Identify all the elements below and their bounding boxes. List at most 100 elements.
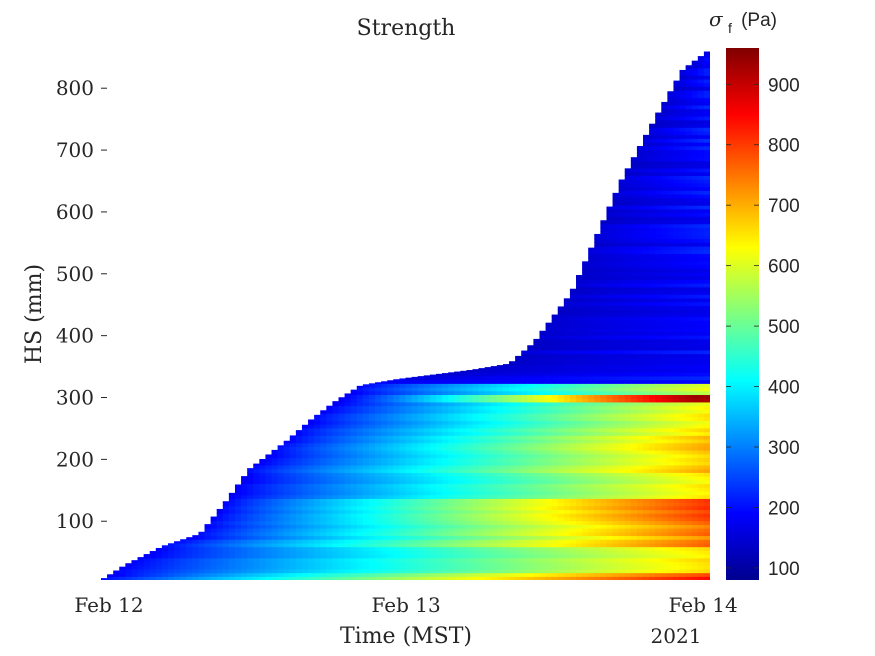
heatmap-cell [576, 275, 583, 277]
heatmap-cell [606, 320, 614, 325]
heatmap-cell [186, 557, 193, 563]
heatmap-cell [661, 453, 668, 459]
heatmap-cell [630, 286, 638, 292]
heatmap-cell [149, 554, 157, 559]
heatmap-cell [630, 542, 638, 548]
heatmap-cell [624, 539, 632, 544]
heatmap-cell [460, 457, 467, 462]
heatmap-cell [204, 535, 212, 540]
heatmap-cell [228, 492, 236, 496]
heatmap-cell [314, 572, 321, 577]
heatmap-cell [362, 468, 370, 473]
heatmap-cell [241, 513, 248, 518]
heatmap-cell [515, 464, 522, 470]
heatmap-cell [527, 576, 534, 580]
heatmap-cell [399, 390, 407, 396]
heatmap-cell [515, 539, 522, 544]
heatmap-cell [375, 431, 382, 436]
heatmap-cell [143, 557, 151, 563]
heatmap-cell [618, 219, 626, 225]
heatmap-cell [423, 383, 431, 388]
heatmap-cell [283, 502, 291, 507]
heatmap-cell [515, 409, 522, 414]
heatmap-cell [472, 561, 480, 566]
heatmap-cell [119, 572, 126, 577]
heatmap-cell [667, 264, 675, 269]
heatmap-cell [448, 487, 455, 492]
heatmap-cell [521, 383, 528, 388]
heatmap-cell [259, 505, 267, 511]
heatmap-cell [283, 464, 291, 470]
heatmap-cell [643, 375, 650, 381]
heatmap-cell [387, 405, 394, 410]
heatmap-cell [484, 479, 492, 485]
heatmap-cell [502, 464, 510, 470]
heatmap-cell [563, 405, 571, 410]
heatmap-cell [234, 487, 242, 492]
heatmap-cell [655, 238, 662, 243]
heatmap-cell [618, 297, 626, 303]
heatmap-cell [308, 498, 315, 503]
heatmap-cell [362, 472, 370, 477]
heatmap-cell [326, 502, 334, 507]
heatmap-cell [636, 401, 644, 407]
heatmap-cell [460, 476, 467, 481]
heatmap-cell [551, 498, 559, 503]
heatmap-cell [368, 557, 376, 563]
heatmap-cell [332, 490, 340, 496]
heatmap-cell [435, 561, 443, 566]
heatmap-cell [295, 435, 303, 440]
heatmap-cell [655, 427, 662, 433]
heatmap-cell [314, 565, 321, 570]
heatmap-cell [356, 405, 364, 410]
heatmap-cell [594, 412, 601, 418]
heatmap-cell [429, 435, 437, 440]
heatmap-cell [582, 464, 589, 470]
heatmap-cell [606, 398, 614, 403]
heatmap-cell [600, 472, 608, 477]
heatmap-cell [484, 576, 492, 580]
heatmap-cell [344, 398, 352, 403]
heatmap-cell [655, 468, 662, 473]
heatmap-cell [277, 561, 285, 566]
heatmap-cell [496, 383, 504, 388]
heatmap-cell [448, 387, 455, 392]
heatmap-cell [289, 572, 297, 577]
heatmap-cell [606, 531, 614, 537]
heatmap-cell [606, 394, 614, 399]
heatmap-cell [222, 505, 230, 511]
heatmap-cell [612, 335, 620, 340]
heatmap-cell [460, 516, 467, 522]
heatmap-cell [314, 535, 321, 540]
heatmap-cell [490, 416, 498, 421]
heatmap-cell [667, 294, 675, 299]
heatmap-cell [454, 375, 461, 381]
heatmap-cell [539, 379, 547, 384]
heatmap-cell [332, 513, 340, 518]
heatmap-cell [539, 513, 547, 518]
heatmap-cell [636, 446, 644, 451]
heatmap-cell [636, 476, 644, 481]
heatmap-cell [618, 193, 626, 199]
heatmap-cell [673, 364, 681, 370]
heatmap-cell [381, 494, 388, 499]
heatmap-cell [247, 468, 254, 473]
heatmap-cell [338, 472, 346, 477]
heatmap-cell [350, 453, 358, 459]
heatmap-cell [636, 364, 644, 370]
heatmap-cell [600, 461, 608, 466]
heatmap-cell [600, 409, 608, 414]
heatmap-cell [539, 383, 547, 388]
heatmap-cell [643, 201, 650, 206]
heatmap-cell [612, 375, 620, 381]
heatmap-cell [655, 479, 662, 485]
heatmap-cell [582, 309, 589, 314]
heatmap-cell [673, 375, 681, 381]
heatmap-cell [655, 387, 662, 392]
heatmap-cell [588, 542, 595, 548]
heatmap-cell [490, 550, 498, 555]
heatmap-cell [655, 557, 662, 563]
heatmap-cell [423, 490, 431, 496]
heatmap-cell [667, 572, 675, 577]
heatmap-cell [618, 516, 626, 522]
